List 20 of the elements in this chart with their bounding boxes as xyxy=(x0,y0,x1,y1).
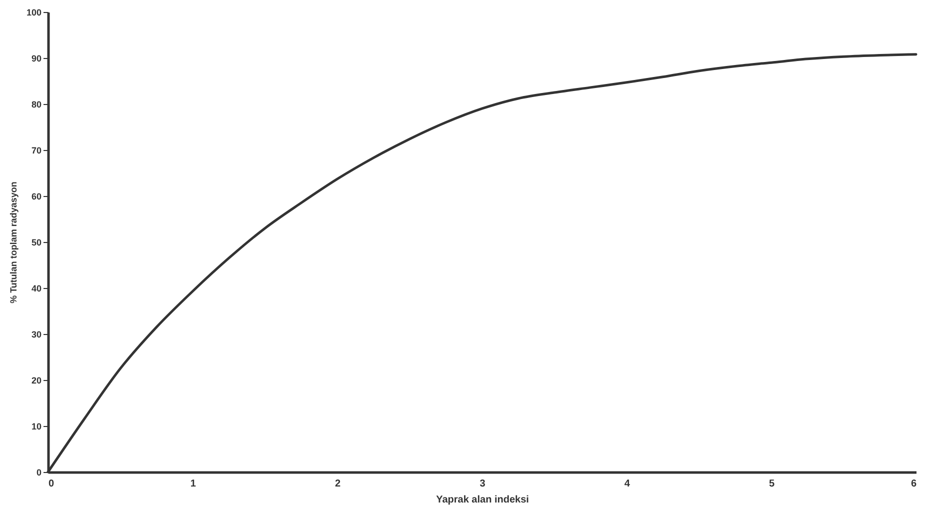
x-tick-label: 5 xyxy=(769,478,776,490)
y-tick-label: 0 xyxy=(36,468,42,478)
x-tick-label: 1 xyxy=(190,478,196,490)
x-tick-label: 6 xyxy=(910,478,917,490)
x-tick-label: 4 xyxy=(624,478,630,490)
y-axis-title: % Tutulan toplam radyasyon xyxy=(8,182,18,304)
y-tick-label: 40 xyxy=(31,284,42,294)
y-tick-label: 20 xyxy=(31,376,42,386)
y-tick-label: 30 xyxy=(31,330,42,340)
y-tick-label: 80 xyxy=(31,100,42,110)
x-tick-label: 0 xyxy=(48,478,54,490)
x-tick-label: 3 xyxy=(480,478,486,490)
y-tick-label: 50 xyxy=(31,238,42,248)
x-tick-label: 2 xyxy=(335,478,342,490)
y-tick-label: 70 xyxy=(31,146,42,156)
y-tick-label: 100 xyxy=(26,8,42,18)
y-tick-label: 10 xyxy=(31,422,42,432)
x-axis-title: Yaprak alan indeksi xyxy=(436,494,530,506)
y-tick-label: 90 xyxy=(31,54,42,64)
y-tick-label: 60 xyxy=(31,192,42,202)
